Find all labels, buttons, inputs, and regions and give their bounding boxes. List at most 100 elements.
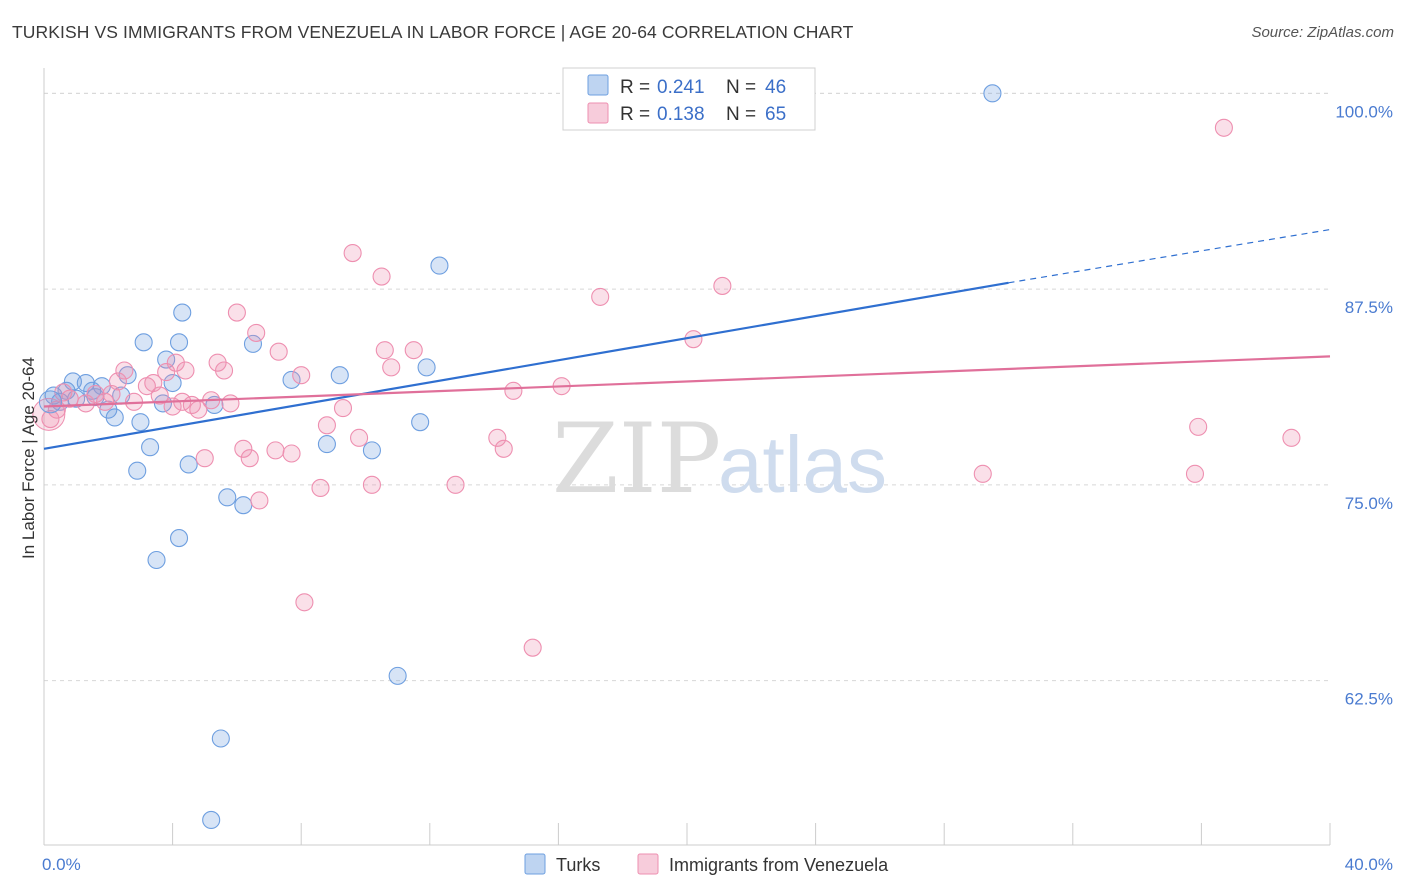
turks-point-19 xyxy=(157,350,176,369)
turks-point-13 xyxy=(128,461,147,480)
bottom-legend-swatch-turks xyxy=(524,853,546,875)
venezuela-point-4 xyxy=(76,394,95,413)
venezuela-point-43 xyxy=(375,341,394,360)
venezuela-point-48 xyxy=(494,439,513,458)
axes-layer xyxy=(43,68,1331,846)
venezuela-point-16 xyxy=(166,353,185,372)
venezuela-point-33 xyxy=(282,444,301,463)
turks-point-30 xyxy=(243,334,263,353)
x-tick-label-1: 40.0% xyxy=(1345,855,1393,874)
legend-r-label-turks: R = xyxy=(620,77,650,98)
venezuela-point-44 xyxy=(382,358,401,377)
venezuela-point-35 xyxy=(295,593,314,612)
venezuela-point-41 xyxy=(362,475,381,494)
venezuela-point-30 xyxy=(250,491,269,510)
y-tick-label-3: 62.5% xyxy=(1345,690,1393,709)
venezuela-point-34 xyxy=(292,366,311,385)
stats-legend-box xyxy=(562,67,816,131)
venezuela-point-52 xyxy=(591,287,610,306)
venezuela-point-47 xyxy=(488,428,507,447)
turks-point-39 xyxy=(983,84,1002,103)
turks-point-16 xyxy=(141,438,160,457)
venezuela-point-45 xyxy=(404,341,423,360)
bottom-legend-label-venezuela: Immigrants from Venezuela xyxy=(669,855,889,875)
turks-point-21 xyxy=(169,529,189,548)
venezuela-point-0 xyxy=(41,409,60,429)
chart-source: Source: ZipAtlas.com xyxy=(1251,24,1394,41)
y-tick-label-0: 100.0% xyxy=(1335,102,1393,121)
chart-title: TURKISH VS IMMIGRANTS FROM VENEZUELA IN … xyxy=(12,22,854,42)
legend-n-label-turks: N = xyxy=(726,77,756,98)
turks-point-34 xyxy=(362,441,381,460)
venezuela-point-39 xyxy=(343,244,362,263)
turks-point-23 xyxy=(173,303,192,322)
turks-point-29 xyxy=(234,496,253,515)
venezuela-point-5 xyxy=(86,384,105,404)
venezuela-point-37 xyxy=(317,416,336,435)
turks-point-28 xyxy=(218,488,237,507)
series-legend: Turks Immigrants from Venezuela xyxy=(524,853,889,875)
legend-r-label-venezuela: R = xyxy=(620,104,650,125)
turks-point-24 xyxy=(179,455,198,474)
venezuela-point-60 xyxy=(1282,428,1301,447)
x-tick-label-0: 0.0% xyxy=(42,855,81,874)
venezuela-point-53 xyxy=(684,330,703,349)
legend-n-label-venezuela: N = xyxy=(726,104,756,125)
venezuela-trend-line xyxy=(43,355,1331,408)
y-tick-label-1: 87.5% xyxy=(1345,298,1393,317)
turks-trend-extension xyxy=(1008,228,1331,284)
venezuela-point-29 xyxy=(247,323,266,342)
venezuela-point-27 xyxy=(234,439,253,458)
venezuela-point-25 xyxy=(221,394,240,413)
venezuela-point-13 xyxy=(150,386,169,405)
venezuela-point-32 xyxy=(269,342,288,361)
watermark: ZIP atlas xyxy=(552,403,887,515)
turks-point-26 xyxy=(211,729,230,748)
venezuela-point-38 xyxy=(333,399,353,418)
venezuela-point-59 xyxy=(1214,118,1233,137)
turks-point-17 xyxy=(147,550,166,570)
venezuela-point-28 xyxy=(240,449,259,468)
legend-n-value-turks: 46 xyxy=(765,77,786,98)
y-tick-label-2: 75.0% xyxy=(1345,494,1393,513)
legend-n-value-venezuela: 65 xyxy=(765,104,786,125)
y-axis-label: In Labor Force | Age 20-64 xyxy=(19,357,38,559)
trend-layer xyxy=(43,228,1331,450)
turks-cluster-point xyxy=(38,390,62,414)
venezuela-point-18 xyxy=(176,361,195,380)
turks-trend-line xyxy=(43,281,1009,450)
points-layer xyxy=(32,84,1301,829)
venezuela-point-50 xyxy=(523,638,542,657)
turks-point-15 xyxy=(134,333,153,352)
watermark-atlas: atlas xyxy=(718,420,887,509)
venezuela-point-26 xyxy=(227,303,246,322)
turks-point-14 xyxy=(131,413,150,432)
venezuela-point-14 xyxy=(157,363,176,382)
venezuela-point-46 xyxy=(446,475,465,494)
venezuela-point-42 xyxy=(372,267,391,286)
turks-point-38 xyxy=(430,256,449,275)
venezuela-point-36 xyxy=(311,478,330,498)
venezuela-point-9 xyxy=(115,361,134,380)
legend-swatch-turks xyxy=(587,74,609,96)
venezuela-point-49 xyxy=(504,381,523,400)
venezuela-point-54 xyxy=(713,276,732,295)
turks-point-20 xyxy=(163,373,182,393)
bottom-legend-label-turks: Turks xyxy=(556,855,600,875)
legend-r-value-venezuela: 0.138 xyxy=(657,104,705,125)
legend-r-value-turks: 0.241 xyxy=(657,77,705,98)
venezuela-point-57 xyxy=(1185,464,1205,483)
venezuela-point-58 xyxy=(1189,417,1208,436)
venezuela-point-8 xyxy=(108,372,127,391)
turks-point-10 xyxy=(105,408,124,427)
venezuela-point-31 xyxy=(266,441,285,460)
venezuela-point-21 xyxy=(195,449,214,468)
turks-point-27 xyxy=(202,810,221,829)
turks-point-32 xyxy=(317,435,336,454)
bottom-legend-swatch-venezuela xyxy=(637,853,659,875)
turks-point-22 xyxy=(169,333,189,352)
tick-labels: 100.0% 87.5% 75.0% 62.5% 0.0% 40.0% xyxy=(42,102,1393,874)
venezuela-point-24 xyxy=(214,361,234,380)
legend-swatch-venezuela xyxy=(587,102,609,124)
